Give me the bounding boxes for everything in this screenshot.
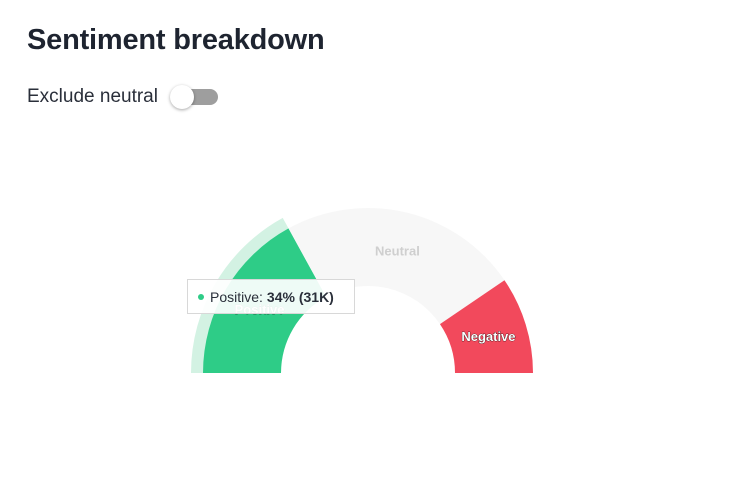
exclude-neutral-label: Exclude neutral [27,86,158,107]
tooltip-value: 34% (31K) [266,288,334,305]
tooltip-label: Positive: [210,288,263,305]
chart-tooltip: Positive: 34% (31K) [187,279,355,314]
neutral-segment[interactable] [288,207,505,325]
neutral-segment-label: Neutral [375,243,420,258]
toggle-knob[interactable] [169,85,194,109]
tooltip-series-dot [198,293,204,300]
exclude-neutral-row: Exclude neutral [27,85,218,109]
negative-segment[interactable] [439,280,533,373]
exclude-neutral-toggle[interactable] [169,85,218,109]
negative-segment-label: Negative [461,329,515,344]
page-title: Sentiment breakdown [27,24,325,56]
